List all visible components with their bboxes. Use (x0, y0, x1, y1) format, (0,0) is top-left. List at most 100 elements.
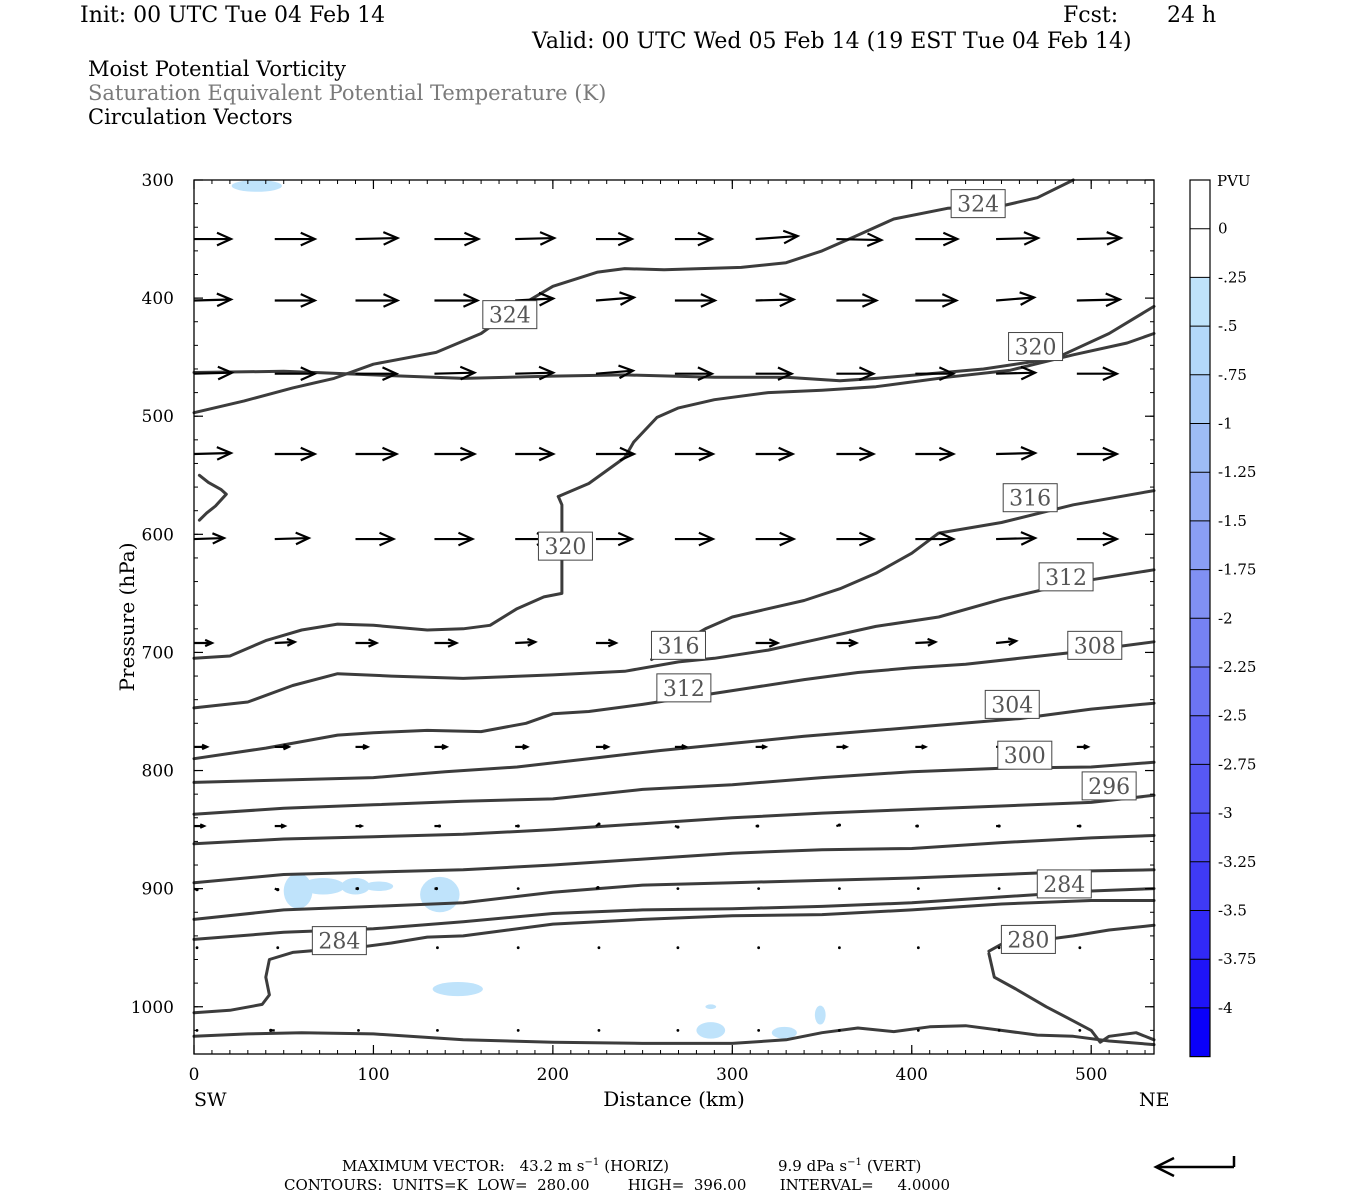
vector-head (1102, 446, 1120, 462)
contour-label-text: 304 (991, 693, 1033, 718)
x-tick-label: 400 (896, 1065, 928, 1085)
x-tick-label: 200 (537, 1065, 569, 1085)
axes: 0 100 200 300 400 500 300 400 500 600 700 800 900 100… (131, 171, 1154, 1085)
vector-arrow (916, 1028, 920, 1032)
vector-arrow (674, 446, 716, 462)
title-vectors: Circulation Vectors (88, 105, 293, 129)
vector-tip (434, 887, 439, 891)
contour-label-box (482, 300, 538, 330)
colorbar-cell (1190, 764, 1210, 814)
vector-shaft (193, 298, 232, 302)
y-tick-label: 500 (142, 407, 174, 427)
contour-label-text: 284 (318, 930, 360, 955)
vector-dot (436, 1028, 439, 1032)
vector-dot (1078, 1028, 1082, 1032)
vector-arrow (916, 946, 920, 950)
vector-arrow (996, 446, 1038, 461)
vector-head (617, 531, 635, 547)
colorbar-label: -2.5 (1218, 707, 1247, 725)
contour-label-text: 320 (1015, 336, 1057, 361)
colorbar-cell (1190, 569, 1210, 619)
colorbar-label: -3.75 (1218, 950, 1256, 968)
vector-dot (516, 887, 520, 891)
footer-contours: CONTOURS: UNITS=K LOW= 280.00 HIGH= 396.… (284, 1176, 950, 1194)
vector-tip (269, 1028, 273, 1032)
vector-dot (676, 887, 680, 891)
vector-arrow (516, 1028, 520, 1032)
contour-label: 304 (984, 689, 1040, 719)
contour-label-box (656, 673, 712, 703)
vector-shaft (996, 236, 1039, 241)
colorbar-cell (1190, 520, 1210, 570)
contour-label-box (537, 531, 593, 561)
vector-arrow (1076, 531, 1120, 547)
vert-max-value: 9.9 dPa s (778, 1157, 847, 1175)
contour-labels: 324 324 320 320 316 316 312 312 308 304 300 296 284 2… (311, 189, 1137, 956)
colorbar-label: -2.25 (1218, 658, 1256, 676)
contour-line-288-11 (192, 868, 1156, 921)
vector-arrow (595, 446, 637, 462)
vector-arrow (996, 365, 1038, 381)
vector-head (618, 364, 636, 380)
vector-shaft (755, 298, 794, 302)
vector-arrow (1076, 231, 1124, 246)
vector-head (942, 231, 961, 247)
vector-arrow (836, 531, 877, 547)
vector-arrow (515, 446, 556, 462)
x-tick-label: 100 (357, 1065, 389, 1085)
contour-label: 324 (950, 189, 1006, 219)
colorbar-cell (1190, 374, 1210, 424)
vector-arrow (195, 946, 199, 950)
vector-dot (436, 946, 439, 950)
x-axis-label: Distance (km) (603, 1087, 745, 1111)
vector-arrow (595, 822, 601, 827)
vector-head (842, 744, 850, 750)
vector-arrow (595, 531, 635, 547)
contour-label-box (1038, 562, 1094, 592)
vector-arrow (915, 293, 960, 308)
vector-head (368, 638, 380, 648)
vector-dot (597, 946, 601, 950)
colorbar-cell (1190, 959, 1210, 1008)
contour-line-316-4 (650, 489, 1156, 661)
vector-head (761, 744, 769, 750)
vector-arrow (434, 638, 460, 648)
vector-arrow (674, 231, 715, 247)
pv-patch-4 (364, 881, 394, 892)
vector-shaft (996, 536, 1036, 541)
vector-tip (597, 822, 601, 826)
contour-label: 320 (537, 531, 593, 561)
forecast-label: Fcst: (1063, 3, 1119, 28)
vector-head (777, 366, 795, 381)
pv-patch-5 (420, 876, 460, 913)
vector-arrow (515, 231, 557, 246)
vector-arrow (436, 1028, 439, 1032)
vector-head (1083, 744, 1091, 750)
vector-head (778, 446, 796, 462)
vector-arrow (515, 824, 520, 828)
vector-shaft (1076, 298, 1120, 302)
theta-es-contours (192, 178, 1156, 1047)
vector-arrow (995, 637, 1019, 647)
vector-head (538, 365, 556, 381)
vector-head (463, 231, 482, 247)
vector-arrow (357, 1028, 360, 1032)
vector-arrow (674, 293, 718, 308)
vector-head (379, 531, 397, 547)
vector-arrow (836, 638, 860, 648)
vector-head (382, 231, 401, 246)
vector-arrow (755, 824, 760, 828)
vector-arrow (597, 946, 601, 950)
vector-arrow (274, 293, 318, 308)
vector-dot (916, 1028, 920, 1032)
vector-arrow (837, 1028, 841, 1032)
vector-dot (676, 946, 680, 950)
colorbar-cell (1190, 618, 1210, 667)
vector-tip (676, 825, 680, 829)
contour-label-box (1067, 630, 1123, 660)
vector-tip (437, 824, 442, 828)
vector-head (216, 231, 234, 247)
contour-label-text: 324 (489, 304, 531, 329)
colorbar-cell (1190, 472, 1210, 521)
vector-arrow (276, 946, 280, 950)
